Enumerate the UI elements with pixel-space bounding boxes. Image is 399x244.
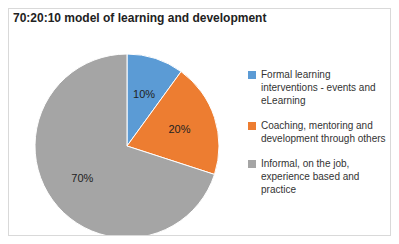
html-text:Informal, on the job, experien: Informal, on the job, experience based a… (261, 158, 360, 195)
svg-text:20%: 20% (168, 123, 190, 135)
html-text:70:20:10 model of learning and: 70:20:10 model of learning and developme… (13, 11, 267, 25)
svg-text:10%: 10% (133, 88, 155, 100)
html-text:Coaching, mentoring and develo: Coaching, mentoring and development thro… (261, 120, 386, 144)
html-text:Formal learning interventions: Formal learning interventions - events a… (261, 69, 376, 106)
svg-text:70%: 70% (71, 172, 93, 184)
